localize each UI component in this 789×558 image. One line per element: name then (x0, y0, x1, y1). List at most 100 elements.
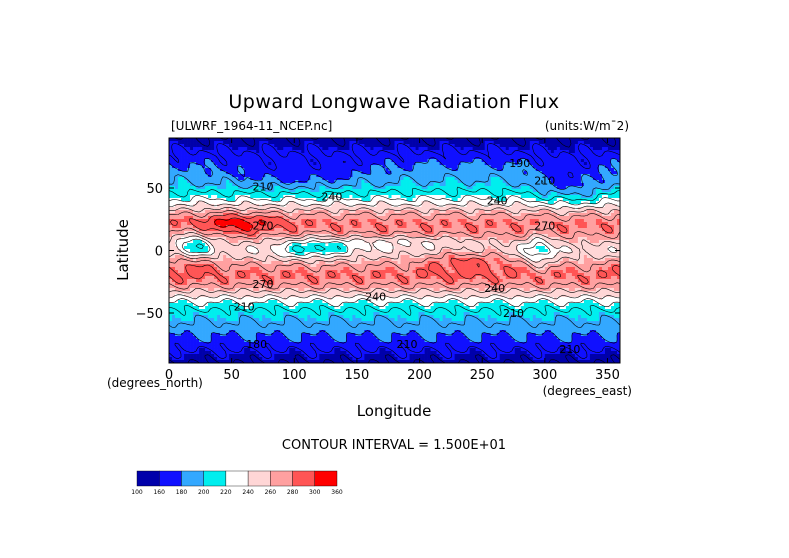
heatmap-cell (484, 204, 489, 208)
heatmap-cell (523, 231, 528, 235)
heatmap-cell (217, 207, 221, 211)
heatmap-cell (595, 234, 600, 238)
heatmap-cell (241, 225, 245, 229)
heatmap-cell (571, 177, 576, 181)
heatmap-cell (217, 168, 221, 172)
heatmap-cell (175, 177, 179, 181)
heatmap-cell (556, 174, 561, 178)
heatmap-cell (199, 180, 203, 184)
heatmap-cell (202, 192, 206, 196)
heatmap-cell (403, 165, 407, 169)
heatmap-cell (274, 198, 278, 202)
heatmap-cell (205, 189, 209, 193)
heatmap-cell (556, 180, 561, 184)
heatmap-cell (580, 213, 585, 217)
heatmap-cell (205, 138, 209, 142)
heatmap-cell (187, 195, 191, 199)
heatmap-cell (517, 171, 522, 175)
heatmap-cell (169, 177, 173, 181)
heatmap-cell (541, 165, 546, 169)
heatmap-cell (349, 165, 353, 169)
heatmap-cell (403, 210, 407, 214)
heatmap-cell (469, 168, 474, 172)
heatmap-cell (379, 162, 383, 166)
heatmap-cell (379, 213, 383, 217)
heatmap-cell (277, 210, 281, 214)
heatmap-cell (178, 219, 182, 223)
heatmap-cell (436, 165, 440, 169)
heatmap-cell (490, 138, 495, 142)
heatmap-cell (418, 198, 422, 202)
heatmap-cell (196, 225, 200, 229)
heatmap-cell (616, 216, 620, 220)
heatmap-cell (169, 141, 173, 145)
heatmap-cell (583, 207, 588, 211)
heatmap-cell (499, 147, 504, 151)
heatmap-cell (244, 198, 248, 202)
heatmap-cell (229, 171, 233, 175)
heatmap-cell (532, 231, 537, 235)
heatmap-cell (433, 207, 437, 211)
heatmap-cell (337, 234, 341, 238)
heatmap-cell (607, 180, 612, 184)
heatmap-cell (244, 216, 248, 220)
heatmap-cell (388, 222, 392, 226)
heatmap-cell (178, 216, 182, 220)
heatmap-cell (241, 231, 245, 235)
heatmap-cell (232, 237, 236, 241)
heatmap-cell (610, 162, 615, 166)
heatmap-cell (199, 159, 203, 163)
heatmap-cell (490, 180, 495, 184)
heatmap-cell (313, 180, 317, 184)
heatmap-cell (550, 168, 555, 172)
heatmap-cell (283, 192, 287, 196)
heatmap-cell (388, 153, 392, 157)
heatmap-cell (388, 168, 392, 172)
heatmap-cell (538, 147, 543, 151)
heatmap-cell (241, 186, 245, 190)
heatmap-cell (331, 189, 335, 193)
heatmap-cell (235, 159, 239, 163)
heatmap-cell (433, 201, 437, 205)
heatmap-cell (430, 165, 434, 169)
heatmap-cell (331, 171, 335, 175)
heatmap-cell (184, 180, 188, 184)
heatmap-cell (367, 228, 371, 232)
heatmap-cell (238, 219, 242, 223)
heatmap-cell (217, 159, 221, 163)
heatmap-cell (238, 159, 242, 163)
heatmap-cell (187, 225, 191, 229)
heatmap-cell (544, 189, 549, 193)
heatmap-cell (274, 174, 278, 178)
heatmap-cell (346, 156, 350, 160)
heatmap-cell (592, 180, 597, 184)
heatmap-cell (214, 222, 218, 226)
heatmap-cell (400, 216, 404, 220)
heatmap-cell (256, 225, 260, 229)
heatmap-cell (295, 225, 299, 229)
heatmap-cell (409, 180, 413, 184)
heatmap-cell (205, 195, 209, 199)
heatmap-cell (325, 144, 329, 148)
heatmap-cell (586, 180, 591, 184)
heatmap-cell (574, 213, 579, 217)
heatmap-cell (283, 177, 287, 181)
heatmap-cell (571, 141, 576, 145)
heatmap-cell (499, 216, 504, 220)
heatmap-cell (316, 138, 320, 142)
heatmap-cell (232, 195, 236, 199)
heatmap-cell (199, 195, 203, 199)
heatmap-cell (283, 138, 287, 142)
heatmap-cell (271, 144, 275, 148)
heatmap-cell (415, 234, 419, 238)
heatmap-cell (517, 168, 522, 172)
heatmap-cell (277, 219, 281, 223)
heatmap-cell (226, 180, 230, 184)
heatmap-cell (544, 234, 549, 238)
heatmap-cell (574, 195, 579, 199)
heatmap-cell (184, 195, 188, 199)
heatmap-cell (280, 177, 284, 181)
heatmap-cell (277, 138, 281, 142)
heatmap-cell (613, 222, 618, 226)
heatmap-cell (262, 156, 266, 160)
